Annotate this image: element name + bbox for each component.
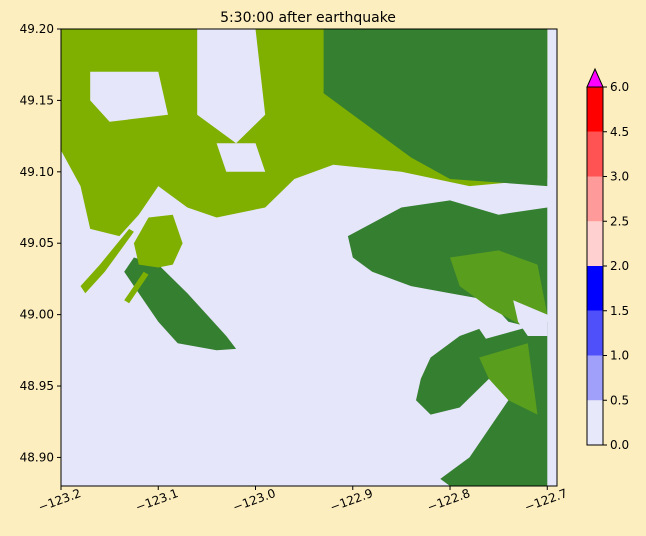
colorbar-tick-label: 1.0: [610, 349, 629, 363]
colorbar-block: [587, 221, 603, 266]
land-region-spit-west: [80, 228, 134, 294]
y-tick-label: 48.90: [20, 450, 54, 464]
land-region-water-gap-1: [90, 71, 168, 122]
x-axis: −123.2 −123.1 −123.0 −122.9 −122.8 −122.7: [36, 486, 569, 514]
x-tick-label: −122.9: [328, 486, 375, 514]
colorbar-extend-arrow: [586, 67, 604, 88]
colorbar-tick-label: 3.0: [610, 170, 629, 184]
land-layer: [61, 29, 548, 486]
x-tick-label: −123.0: [231, 486, 278, 514]
y-tick-label: 49.10: [20, 165, 54, 179]
plot-frame: [60, 28, 558, 487]
colorbar-blocks: [587, 87, 603, 445]
land-region-peninsula-neck: [133, 214, 183, 268]
chart-title: 5:30:00 after earthquake: [220, 10, 396, 26]
x-tick-label: −122.7: [523, 486, 570, 514]
y-axis: 48.90 48.95 49.00 49.05 49.10 49.15 49.20: [20, 22, 61, 464]
colorbar-block: [587, 87, 603, 132]
land-region-spit-west-2: [124, 271, 149, 304]
colorbar-block: [587, 355, 603, 401]
colorbar-block: [587, 310, 603, 356]
land-region-water-gap-2: [197, 29, 266, 144]
colorbar-tick-label: 6.0: [610, 80, 629, 94]
colorbar: 0.0 0.5 1.0 1.5 2.0 2.5 3.0 4.5 6.0: [586, 67, 629, 452]
x-tick-label: −122.8: [425, 486, 472, 514]
y-tick-label: 49.05: [20, 236, 54, 250]
land-region-peninsula-arm: [124, 257, 237, 351]
land-region-north-shore-mountains: [323, 29, 548, 187]
land-region-bay-inlet: [513, 300, 548, 336]
colorbar-block: [587, 176, 603, 222]
colorbar-tick-label: 0.0: [610, 438, 629, 452]
colorbar-tick-label: 1.5: [610, 304, 629, 318]
x-tick-label: −123.2: [36, 486, 83, 514]
colorbar-tick-label: 2.5: [610, 214, 629, 228]
land-region-southeast-midland: [479, 343, 538, 415]
y-tick-label: 49.00: [20, 308, 54, 322]
y-tick-label: 49.20: [20, 22, 54, 36]
land-region-water-gap-3: [216, 143, 266, 172]
colorbar-tick-label: 4.5: [610, 125, 629, 139]
colorbar-tick-label: 2.0: [610, 259, 629, 273]
map-plot-area: [60, 28, 558, 487]
colorbar-block: [587, 266, 603, 311]
colorbar-block: [587, 131, 603, 177]
y-tick-label: 48.95: [20, 379, 54, 393]
colorbar-tick-label: 0.5: [610, 393, 629, 407]
colorbar-ticks: 0.0 0.5 1.0 1.5 2.0 2.5 3.0 4.5 6.0: [603, 80, 629, 452]
y-tick-label: 49.15: [20, 93, 54, 107]
colorbar-block: [587, 400, 603, 445]
x-tick-label: −123.1: [134, 486, 181, 514]
